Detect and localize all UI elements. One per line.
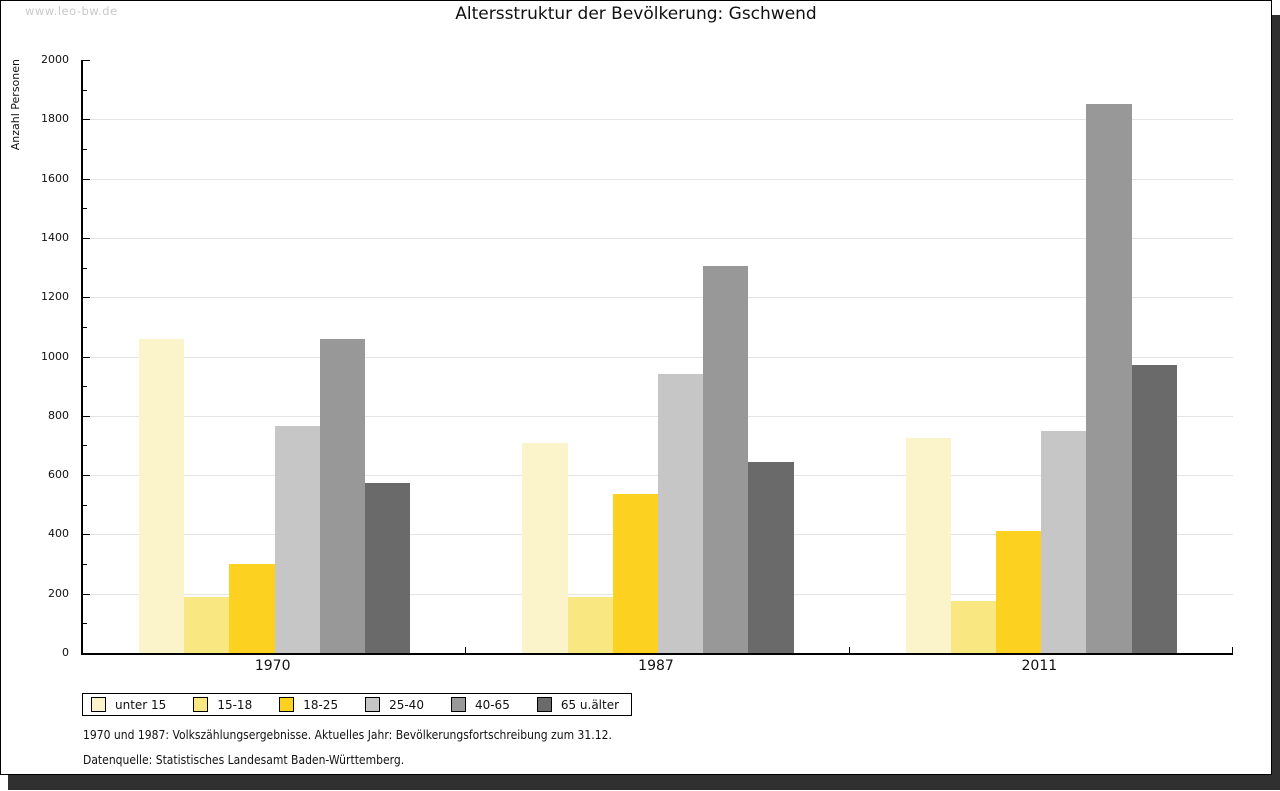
y-major-tick-1600 [83,178,90,180]
bar-2011-65-u-älter [1131,365,1177,653]
y-tick-label-0: 0 [62,646,69,659]
legend-label: 40-65 [474,697,510,712]
x-tick-2 [1232,647,1233,653]
legend-item-25-40: 25-40 [365,697,424,712]
y-major-tick-600 [83,475,90,477]
y-minor-tick-1500 [83,208,87,210]
legend-swatch [536,697,552,712]
bar-1970-18-25 [229,564,275,653]
bar-1970-65-u-älter [365,482,411,653]
bar-1987-unter-15 [522,442,568,653]
gridline-1600 [83,178,1233,180]
y-major-tick-800 [83,415,90,417]
y-minor-tick-1900 [83,89,87,91]
y-tick-label-1600: 1600 [41,171,69,185]
bar-2011-40-65 [1086,104,1132,653]
x-category-label-2011: 2011 [1021,658,1058,674]
bar-1987-65-u-älter [748,461,794,653]
legend-swatch [450,697,466,712]
bar-2011-unter-15 [905,438,951,653]
bar-2011-15-18 [950,601,997,653]
y-tick-label-600: 600 [48,468,69,482]
x-category-label-1987: 1987 [638,658,674,674]
bar-group-1970 [139,338,411,653]
bar-1987-18-25 [612,494,658,653]
y-minor-tick-100 [83,623,87,625]
y-major-tick-1400 [83,237,90,239]
y-minor-tick-900 [83,386,87,388]
y-major-tick-2000 [83,60,90,61]
legend-swatch [91,697,106,712]
legend: unter 15 15-18 18-25 25-40 40-65 65 u.älter [82,693,633,716]
gridline-1000 [83,356,1233,358]
bar-1970-25-40 [274,426,320,653]
y-tick-label-1000: 1000 [41,349,69,363]
bar-1987-15-18 [567,596,613,653]
bar-1987-25-40 [657,374,704,653]
x-tick-0 [465,647,467,653]
chart-title: Altersstruktur der Bevölkerung: Gschwend [455,4,817,24]
gridline-1400 [83,237,1233,239]
y-tick-label-2000: 2000 [41,53,69,66]
y-minor-tick-1300 [83,267,87,269]
y-minor-tick-500 [83,504,87,506]
legend-item-18-25: 18-25 [279,697,338,712]
y-major-tick-1200 [83,297,90,299]
y-minor-tick-700 [83,445,87,447]
legend-item-unter-15: unter 15 [91,697,166,712]
y-minor-tick-1100 [83,326,87,328]
x-category-label-1970: 1970 [254,658,291,674]
bar-2011-18-25 [996,531,1042,653]
bar-group-2011 [905,104,1177,653]
legend-swatch [279,697,295,712]
gridline-1200 [83,297,1233,299]
y-minor-tick-300 [83,564,87,566]
legend-item-65-u-älter: 65 u.älter [536,697,620,712]
y-major-tick-200 [83,593,90,595]
legend-swatch [365,697,381,712]
y-tick-label-1800: 1800 [41,112,69,126]
y-major-tick-1800 [83,119,90,121]
bar-group-1987 [522,266,794,653]
y-minor-tick-1700 [83,148,87,150]
legend-label: 18-25 [303,697,339,712]
x-tick-1 [848,647,850,653]
legend-label: 65 u.älter [560,697,620,712]
footnote-line1: 1970 und 1987: Volkszählungsergebnisse. … [83,728,612,742]
chart-panel: www.leo-bw.de Altersstruktur der Bevölke… [0,0,1272,775]
legend-item-40-65: 40-65 [450,697,510,712]
legend-label: 15-18 [217,697,253,712]
plot-area [81,60,1233,655]
y-tick-label-1400: 1400 [41,230,69,244]
watermark: www.leo-bw.de [25,4,118,18]
bar-1970-40-65 [319,338,365,653]
gridline-1800 [83,119,1233,121]
y-major-tick-1000 [83,356,90,358]
y-tick-label-1200: 1200 [41,290,69,304]
bar-1987-40-65 [703,266,749,653]
bar-1970-unter-15 [139,338,185,653]
legend-swatch [193,697,209,712]
bar-2011-25-40 [1041,430,1087,653]
bar-1970-15-18 [184,596,230,653]
legend-label: unter 15 [115,697,167,712]
legend-item-15-18: 15-18 [193,697,252,712]
legend-label: 25-40 [389,697,424,712]
footnote-line2: Datenquelle: Statistisches Landesamt Bad… [83,753,405,767]
y-tick-label-800: 800 [48,408,69,422]
y-tick-label-400: 400 [48,527,69,541]
y-axis-labels: 0 200 400 600 800 1000 1200 1400 1600 1800 2000 [1,53,77,659]
y-major-tick-400 [83,534,90,536]
y-tick-label-200: 200 [48,586,69,600]
